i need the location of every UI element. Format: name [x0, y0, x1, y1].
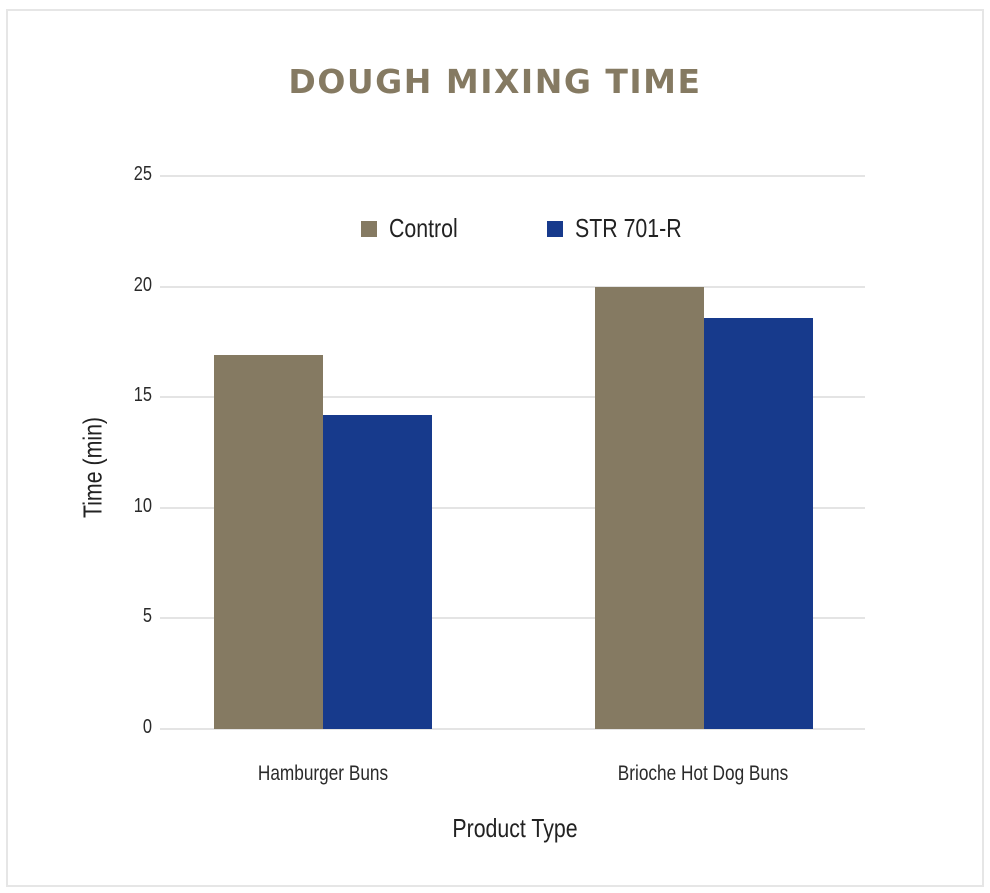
legend-item-control: Control — [361, 213, 473, 244]
legend-swatch-control — [361, 220, 377, 237]
bar-hamburger-buns-str701r — [323, 414, 432, 729]
y-axis-label: Time (min) — [77, 416, 108, 519]
gridline-0 — [160, 728, 865, 730]
bar-brioche-hot-dog-buns-str701r — [704, 317, 813, 729]
gridline-5 — [160, 617, 865, 619]
x-axis-label: Product Type — [452, 813, 578, 843]
y-tick-25: 25 — [133, 163, 152, 185]
chart-frame — [6, 9, 984, 887]
legend-label-str701r: STR 701-R — [575, 213, 682, 243]
x-category-brioche-hot-dog-buns: Brioche Hot Dog Buns — [617, 762, 789, 785]
legend-swatch-str701r — [547, 220, 563, 237]
bar-brioche-hot-dog-buns-control — [595, 286, 704, 729]
legend-item-str701r: STR 701-R — [547, 213, 705, 244]
y-tick-20: 20 — [133, 274, 152, 296]
legend-label-control: Control — [389, 213, 458, 243]
gridline-20 — [160, 286, 865, 288]
y-tick-5: 5 — [142, 605, 152, 627]
y-tick-0: 0 — [142, 716, 152, 738]
chart-title: DOUGH MIXING TIME — [288, 62, 702, 101]
gridline-25 — [160, 175, 865, 177]
gridline-15 — [160, 396, 865, 398]
y-tick-10: 10 — [133, 495, 152, 517]
y-tick-15: 15 — [133, 384, 152, 406]
bar-hamburger-buns-control — [214, 355, 323, 729]
gridline-10 — [160, 507, 865, 509]
x-category-hamburger-buns: Hamburger Buns — [257, 762, 389, 785]
